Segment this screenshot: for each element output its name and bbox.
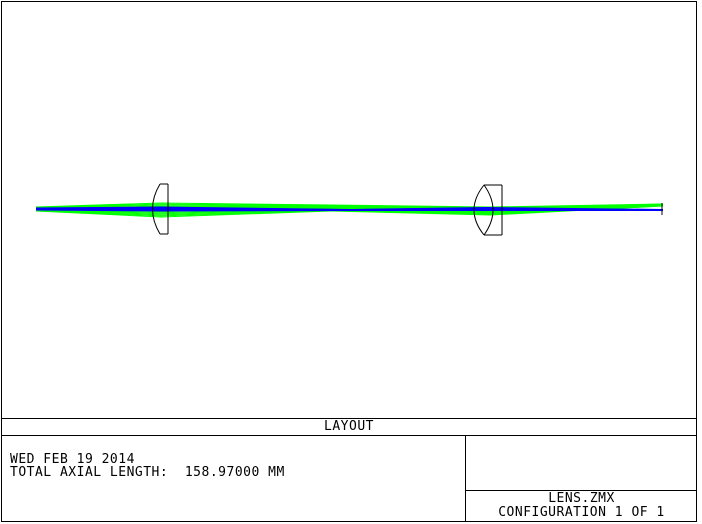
lens-1 [152, 183, 169, 235]
blue-ray [160, 210, 352, 212]
info-panel-right-top [466, 436, 697, 491]
file-name-label: LENS.ZMX [548, 491, 615, 506]
green-ray [35, 210, 162, 218]
info-panel-left: WED FEB 19 2014 TOTAL AXIAL LENGTH: 158.… [1, 436, 466, 522]
green-ray [160, 204, 332, 207]
green-ray [330, 210, 492, 216]
layout-title: LAYOUT [1, 418, 697, 436]
lens-2 [473, 184, 503, 236]
info-panel-right-bottom: LENS.ZMX CONFIGURATION 1 OF 1 [466, 491, 697, 522]
blue-ray [35, 209, 162, 212]
green-ray [160, 202, 332, 206]
green-ray [160, 203, 332, 206]
layout-plot-area [1, 1, 697, 418]
axial-length-label: TOTAL AXIAL LENGTH: 158.97000 MM [10, 465, 285, 480]
date-label: WED FEB 19 2014 [10, 452, 135, 467]
configuration-label: CONFIGURATION 1 OF 1 [498, 505, 665, 520]
green-ray [160, 210, 332, 217]
blue-ray-bundle [35, 206, 664, 212]
green-ray [160, 210, 332, 218]
optical-layout-diagram [35, 183, 664, 236]
